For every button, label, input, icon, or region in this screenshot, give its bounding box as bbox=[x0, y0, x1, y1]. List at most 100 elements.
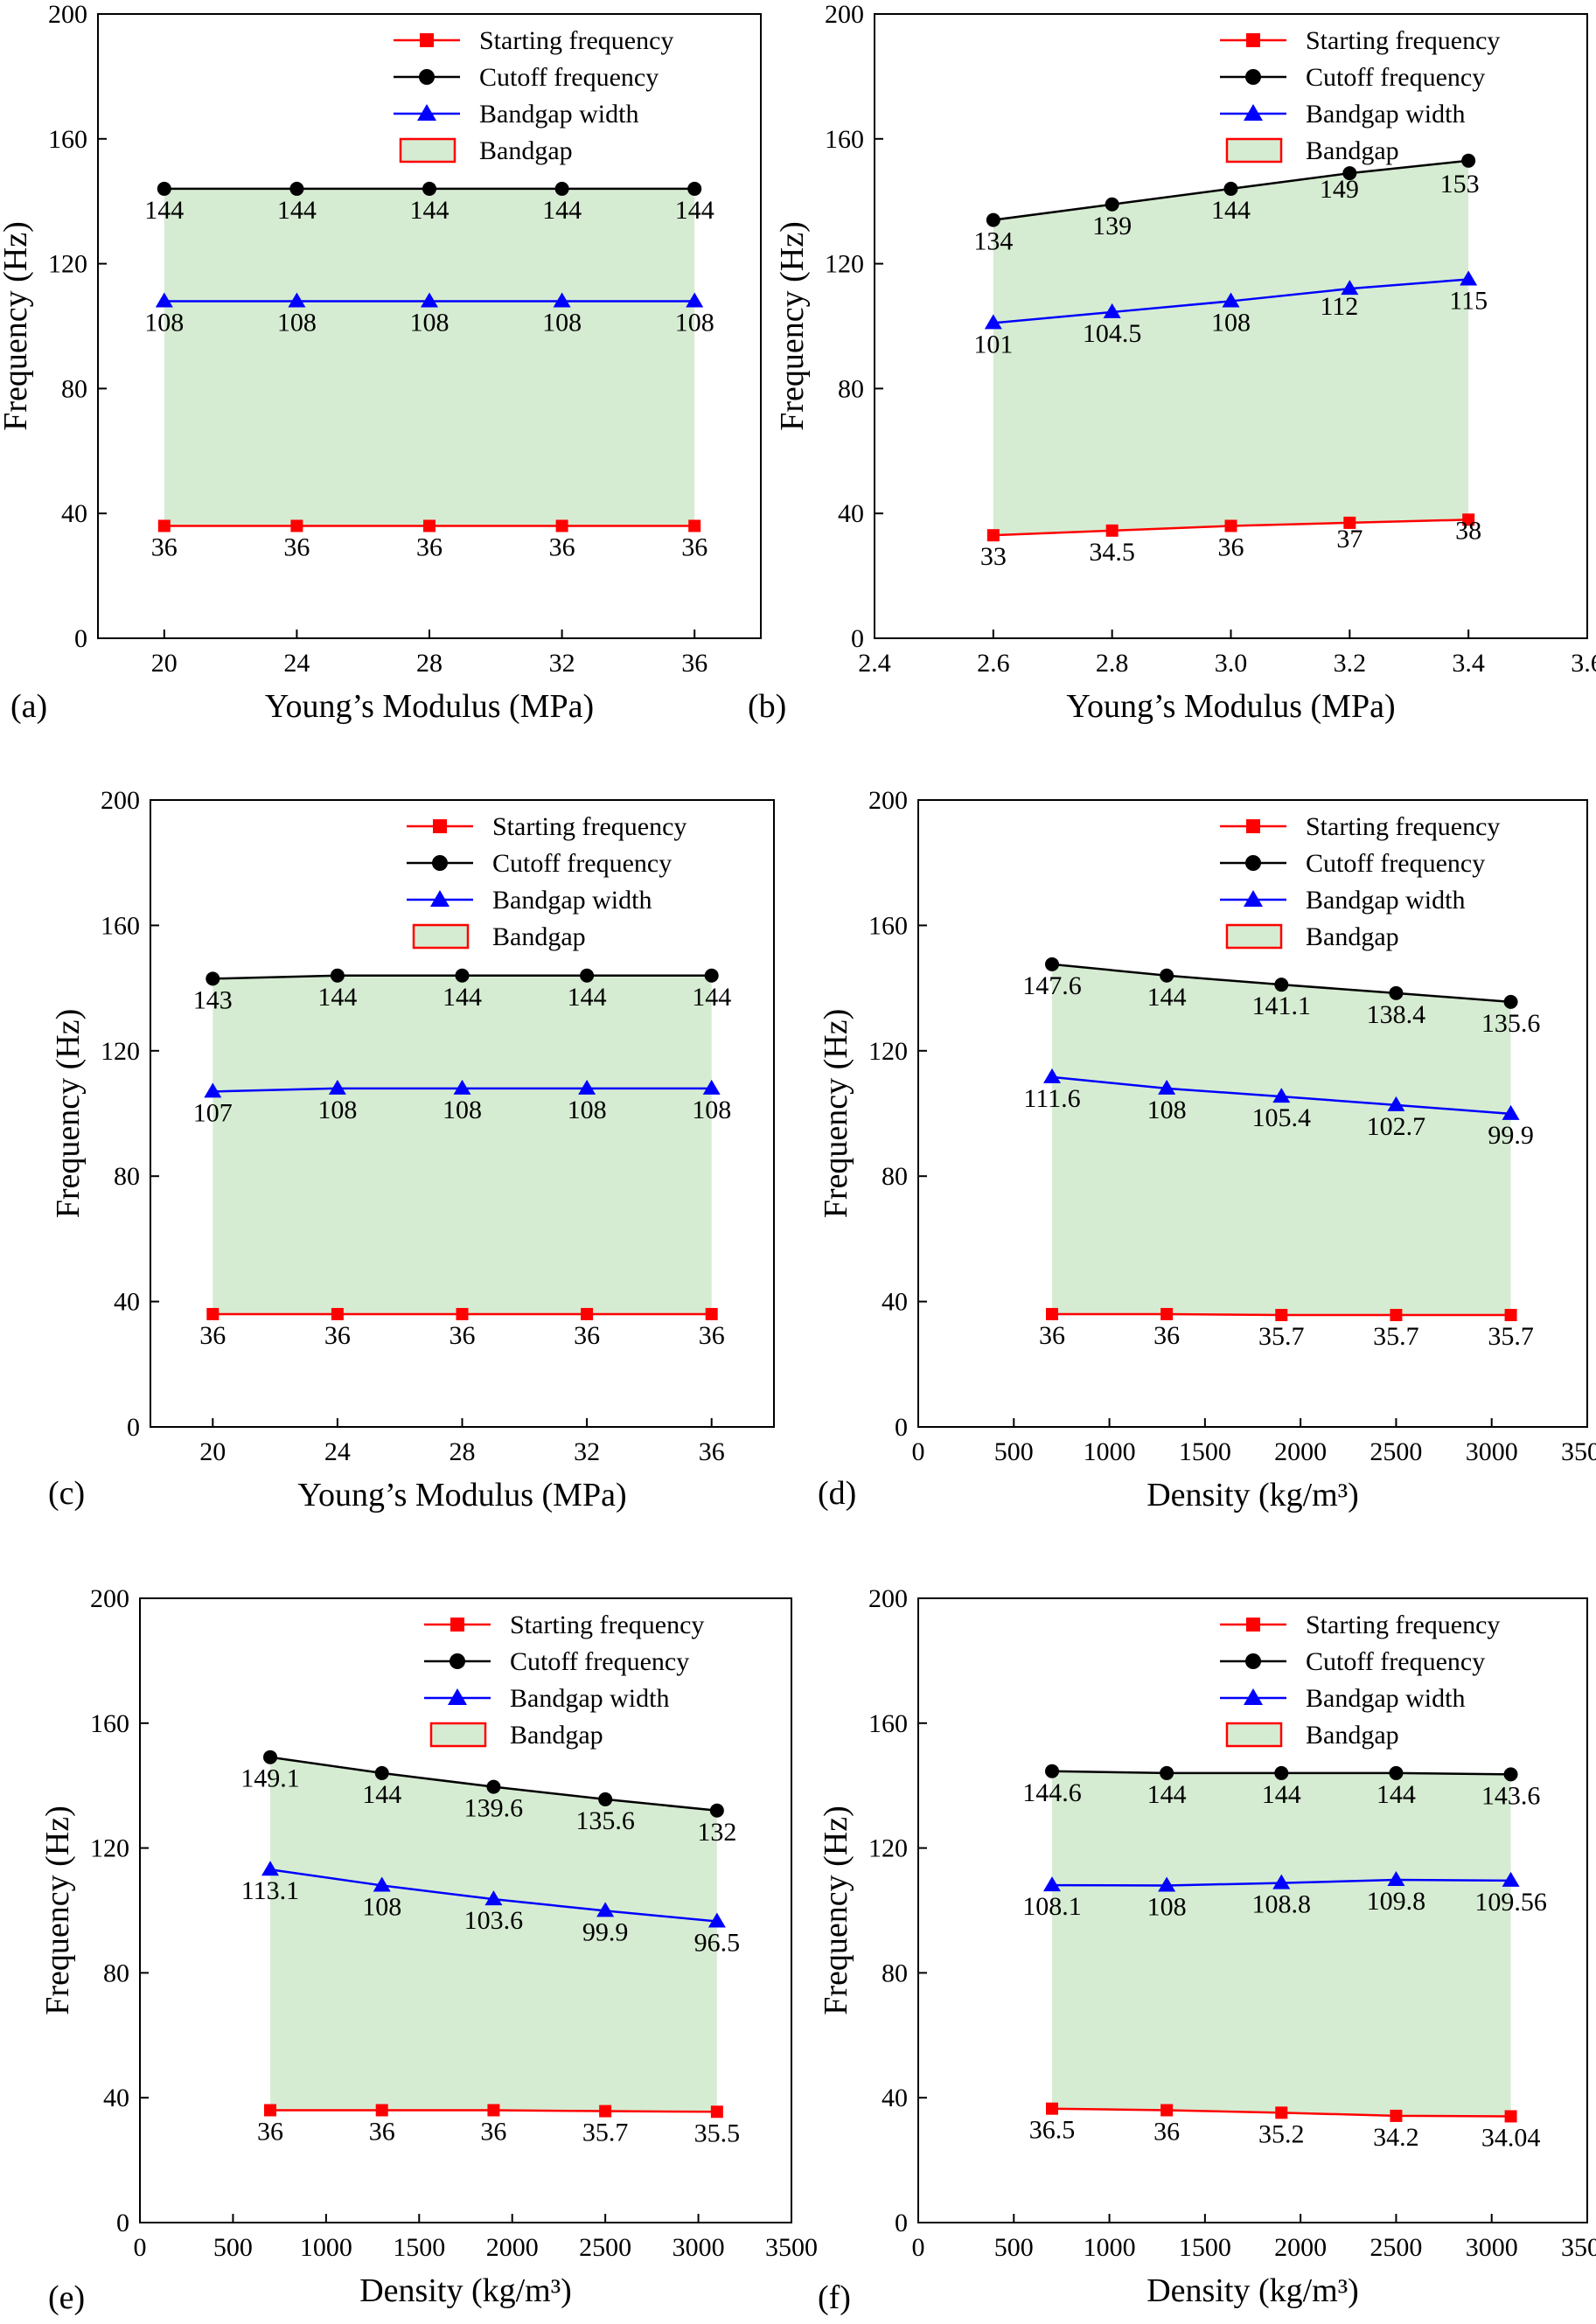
start-data-label: 36.5 bbox=[1029, 2116, 1076, 2145]
y-tick-label: 0 bbox=[127, 1413, 140, 1442]
y-tick-label: 160 bbox=[101, 911, 140, 940]
x-tick-label: 1000 bbox=[300, 2233, 352, 2262]
width-point bbox=[328, 1079, 346, 1095]
legend-label: Starting frequency bbox=[1306, 26, 1500, 55]
cutoff-point bbox=[1160, 1765, 1174, 1780]
start-point bbox=[1224, 519, 1237, 532]
cutoff-point bbox=[157, 181, 171, 196]
start-data-label: 36 bbox=[480, 2117, 506, 2146]
cutoff-data-label: 138.4 bbox=[1367, 1000, 1426, 1029]
cutoff-point bbox=[1389, 985, 1404, 1000]
start-data-label: 35.7 bbox=[1488, 1322, 1534, 1351]
cutoff-data-label: 139.6 bbox=[464, 1794, 524, 1823]
legend: Starting frequency Cutoff frequency Bandga… bbox=[407, 812, 686, 951]
cutoff-point bbox=[704, 968, 719, 983]
x-tick-label: 32 bbox=[549, 649, 575, 678]
y-tick-label: 80 bbox=[103, 1959, 129, 1987]
y-tick-label: 200 bbox=[48, 0, 87, 29]
cutoff-point bbox=[1045, 957, 1059, 971]
start-data-label: 36 bbox=[199, 1321, 226, 1350]
cutoff-point bbox=[687, 181, 702, 196]
x-axis-title: Density (kg/m³) bbox=[1146, 1477, 1359, 1513]
start-point bbox=[1275, 1309, 1288, 1322]
x-tick-label: 24 bbox=[283, 649, 310, 678]
width-point bbox=[484, 1890, 503, 1906]
x-tick-label: 1000 bbox=[1084, 1437, 1136, 1466]
legend-label: Starting frequency bbox=[479, 26, 673, 55]
triangle-marker-icon bbox=[1244, 104, 1263, 121]
cutoff-data-label: 143.6 bbox=[1481, 1781, 1541, 1810]
legend-label: Bandgap bbox=[1306, 136, 1399, 165]
x-tick-label: 3500 bbox=[1561, 1437, 1596, 1466]
x-tick-label: 3.4 bbox=[1452, 649, 1485, 678]
y-tick-label: 80 bbox=[61, 374, 87, 403]
start-data-label: 37 bbox=[1336, 525, 1363, 553]
start-point bbox=[710, 2105, 723, 2119]
cutoff-data-label: 144 bbox=[1147, 1780, 1187, 1809]
width-point bbox=[1387, 1871, 1405, 1887]
start-data-label: 38 bbox=[1455, 516, 1481, 545]
legend-label: Starting frequency bbox=[1306, 1611, 1500, 1639]
start-point bbox=[688, 519, 701, 532]
start-point bbox=[1105, 524, 1119, 537]
legend-label: Bandgap width bbox=[510, 1684, 669, 1713]
y-axis-title: Frequency (Hz) bbox=[774, 221, 811, 431]
cutoff-point bbox=[289, 181, 304, 196]
width-data-label: 113.1 bbox=[241, 1876, 299, 1905]
cutoff-point bbox=[1274, 1765, 1289, 1780]
x-tick-label: 1500 bbox=[393, 2233, 445, 2262]
cutoff-data-label: 144 bbox=[144, 196, 184, 225]
x-tick-label: 24 bbox=[324, 1437, 351, 1466]
width-data-label: 108 bbox=[277, 308, 317, 337]
width-point bbox=[686, 292, 704, 308]
y-tick-label: 80 bbox=[838, 374, 864, 403]
cutoff-data-label: 144 bbox=[692, 983, 731, 1012]
x-tick-label: 0 bbox=[912, 2233, 925, 2262]
triangle-marker-icon bbox=[448, 1688, 467, 1705]
circle-marker-icon bbox=[419, 69, 435, 85]
cutoff-data-label: 143 bbox=[193, 985, 233, 1014]
start-point bbox=[1390, 1309, 1403, 1322]
cutoff-data-label: 141.1 bbox=[1252, 992, 1312, 1020]
cutoff-point bbox=[263, 1750, 277, 1764]
start-data-label: 36 bbox=[1039, 1321, 1065, 1350]
x-tick-label: 2.4 bbox=[858, 649, 891, 678]
cutoff-data-label: 149.1 bbox=[240, 1764, 300, 1793]
start-data-label: 36 bbox=[681, 532, 707, 561]
legend-label: Cutoff frequency bbox=[1306, 1647, 1485, 1676]
start-point bbox=[705, 1307, 718, 1320]
x-tick-label: 2500 bbox=[579, 2233, 631, 2262]
cutoff-point bbox=[422, 181, 436, 196]
cutoff-data-label: 144 bbox=[1376, 1780, 1416, 1809]
x-tick-label: 2500 bbox=[1369, 1437, 1422, 1466]
legend-label: Cutoff frequency bbox=[510, 1647, 689, 1676]
legend: Starting frequency Cutoff frequency Bandga… bbox=[424, 1611, 704, 1750]
x-tick-label: 500 bbox=[994, 2233, 1034, 2262]
legend-label: Starting frequency bbox=[1306, 812, 1500, 841]
width-data-label: 102.7 bbox=[1367, 1112, 1426, 1141]
width-data-label: 108 bbox=[1147, 1096, 1187, 1124]
legend-label: Cutoff frequency bbox=[1306, 849, 1485, 878]
square-marker-icon bbox=[1246, 1618, 1260, 1632]
width-point bbox=[1272, 1874, 1291, 1889]
start-data-label: 35.5 bbox=[694, 2119, 741, 2147]
bandgap-area bbox=[213, 975, 712, 1314]
width-point bbox=[1460, 270, 1478, 286]
y-tick-label: 200 bbox=[90, 1584, 129, 1613]
start-point bbox=[555, 519, 568, 532]
cutoff-data-label: 153 bbox=[1440, 170, 1480, 198]
bandgap-swatch-icon bbox=[399, 137, 456, 164]
legend-label: Bandgap width bbox=[1306, 886, 1465, 915]
start-data-label: 35.7 bbox=[1258, 1322, 1305, 1351]
plot-frame bbox=[917, 799, 1588, 1428]
bandgap-swatch-icon bbox=[1225, 923, 1283, 950]
cutoff-data-label: 134 bbox=[973, 227, 1013, 256]
bandgap-area bbox=[1052, 1771, 1511, 2117]
width-point bbox=[596, 1902, 615, 1917]
width-data-label: 101 bbox=[973, 330, 1013, 358]
y-tick-label: 120 bbox=[825, 250, 864, 279]
bandgap-area bbox=[1052, 964, 1511, 1316]
